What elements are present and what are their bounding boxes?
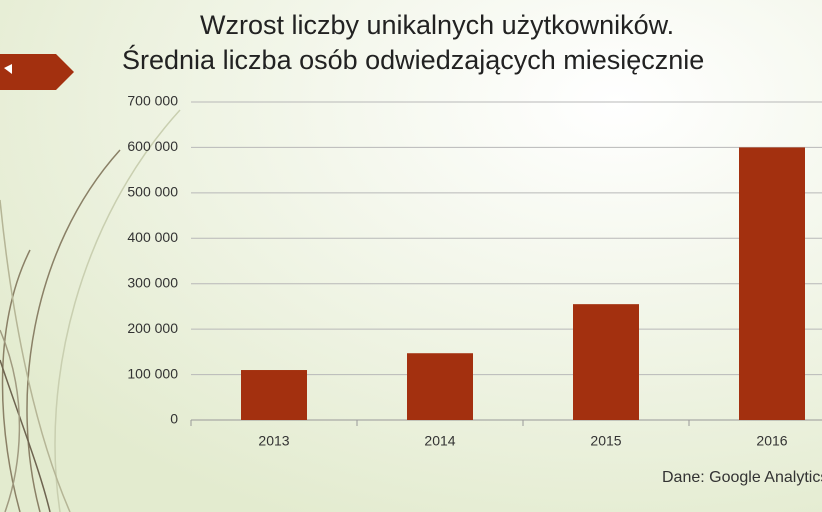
y-tick-label: 300 000 [127,274,178,290]
y-tick-label: 600 000 [127,138,178,154]
bar [407,353,473,420]
source-note: Dane: Google Analytics [662,469,822,486]
x-tick-label: 2014 [424,433,455,449]
y-tick-label: 100 000 [127,365,178,381]
x-tick-label: 2013 [258,433,289,449]
y-tick-label: 400 000 [127,229,178,245]
slide-arrow [0,54,74,90]
bar [241,370,307,420]
y-tick-label: 200 000 [127,320,178,336]
y-tick-label: 700 000 [127,93,178,109]
y-tick-label: 500 000 [127,184,178,200]
y-tick-label: 0 [170,411,178,427]
bar [739,147,805,420]
chart-title: Wzrost liczby unikalnych użytkowników. [200,10,674,40]
arrow-icon [4,64,12,74]
x-tick-label: 2016 [756,433,787,449]
decoration [0,109,181,512]
x-tick-label: 2015 [590,433,621,449]
chart-subtitle: Średnia liczba osób odwiedzających miesi… [122,43,704,75]
bar [573,304,639,420]
